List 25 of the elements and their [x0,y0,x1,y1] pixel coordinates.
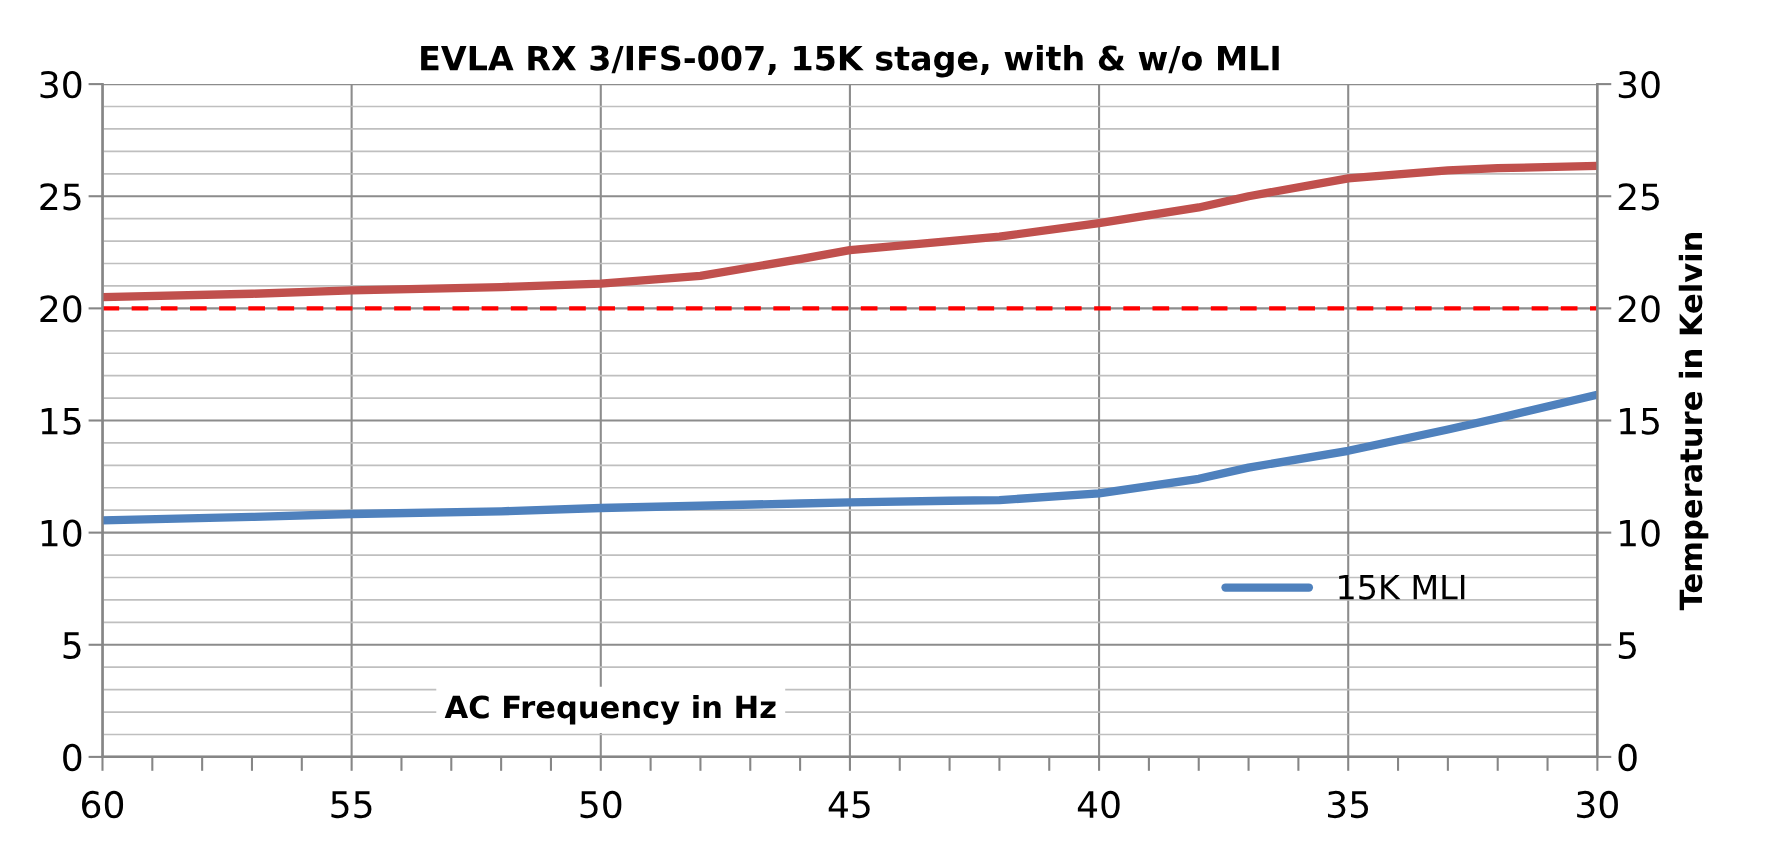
x-axis-title: AC Frequency in Hz [444,694,776,725]
y2-tick-label: 0 [1618,743,1637,772]
x-tick-label: 50 [580,790,622,819]
y-tick-label: 10 [41,519,82,547]
y-tick-label: 15 [41,407,81,435]
y-tick-label: 20 [40,295,82,323]
y-tick-label: 25 [40,183,81,211]
legend-label: 15K MLI [1339,574,1465,600]
x-tick-label: 45 [828,791,870,819]
x-tick-label: 30 [1577,790,1618,819]
x-tick-label: 55 [331,791,372,819]
x-tick-label: 60 [82,790,124,819]
x-tick-label: 40 [1077,790,1120,819]
y-tick-label: 5 [63,632,81,659]
y-tick-label: 30 [40,71,82,99]
y2-tick-label: 10 [1620,519,1660,547]
y-tick-label: 0 [63,743,82,772]
y2-tick-label: 5 [1618,632,1636,659]
y2-tick-label: 20 [1618,295,1660,323]
x-tick-label: 35 [1328,790,1369,819]
y2-tick-label: 25 [1618,183,1659,211]
y2-tick-label: 15 [1620,407,1659,435]
chart-title: EVLA RX 3/IFS-007, 15K stage, with & w/o MLI [421,44,1279,78]
y2-axis-title: Temperature in Kelvin [1678,233,1709,611]
y2-tick-label: 30 [1618,71,1660,99]
